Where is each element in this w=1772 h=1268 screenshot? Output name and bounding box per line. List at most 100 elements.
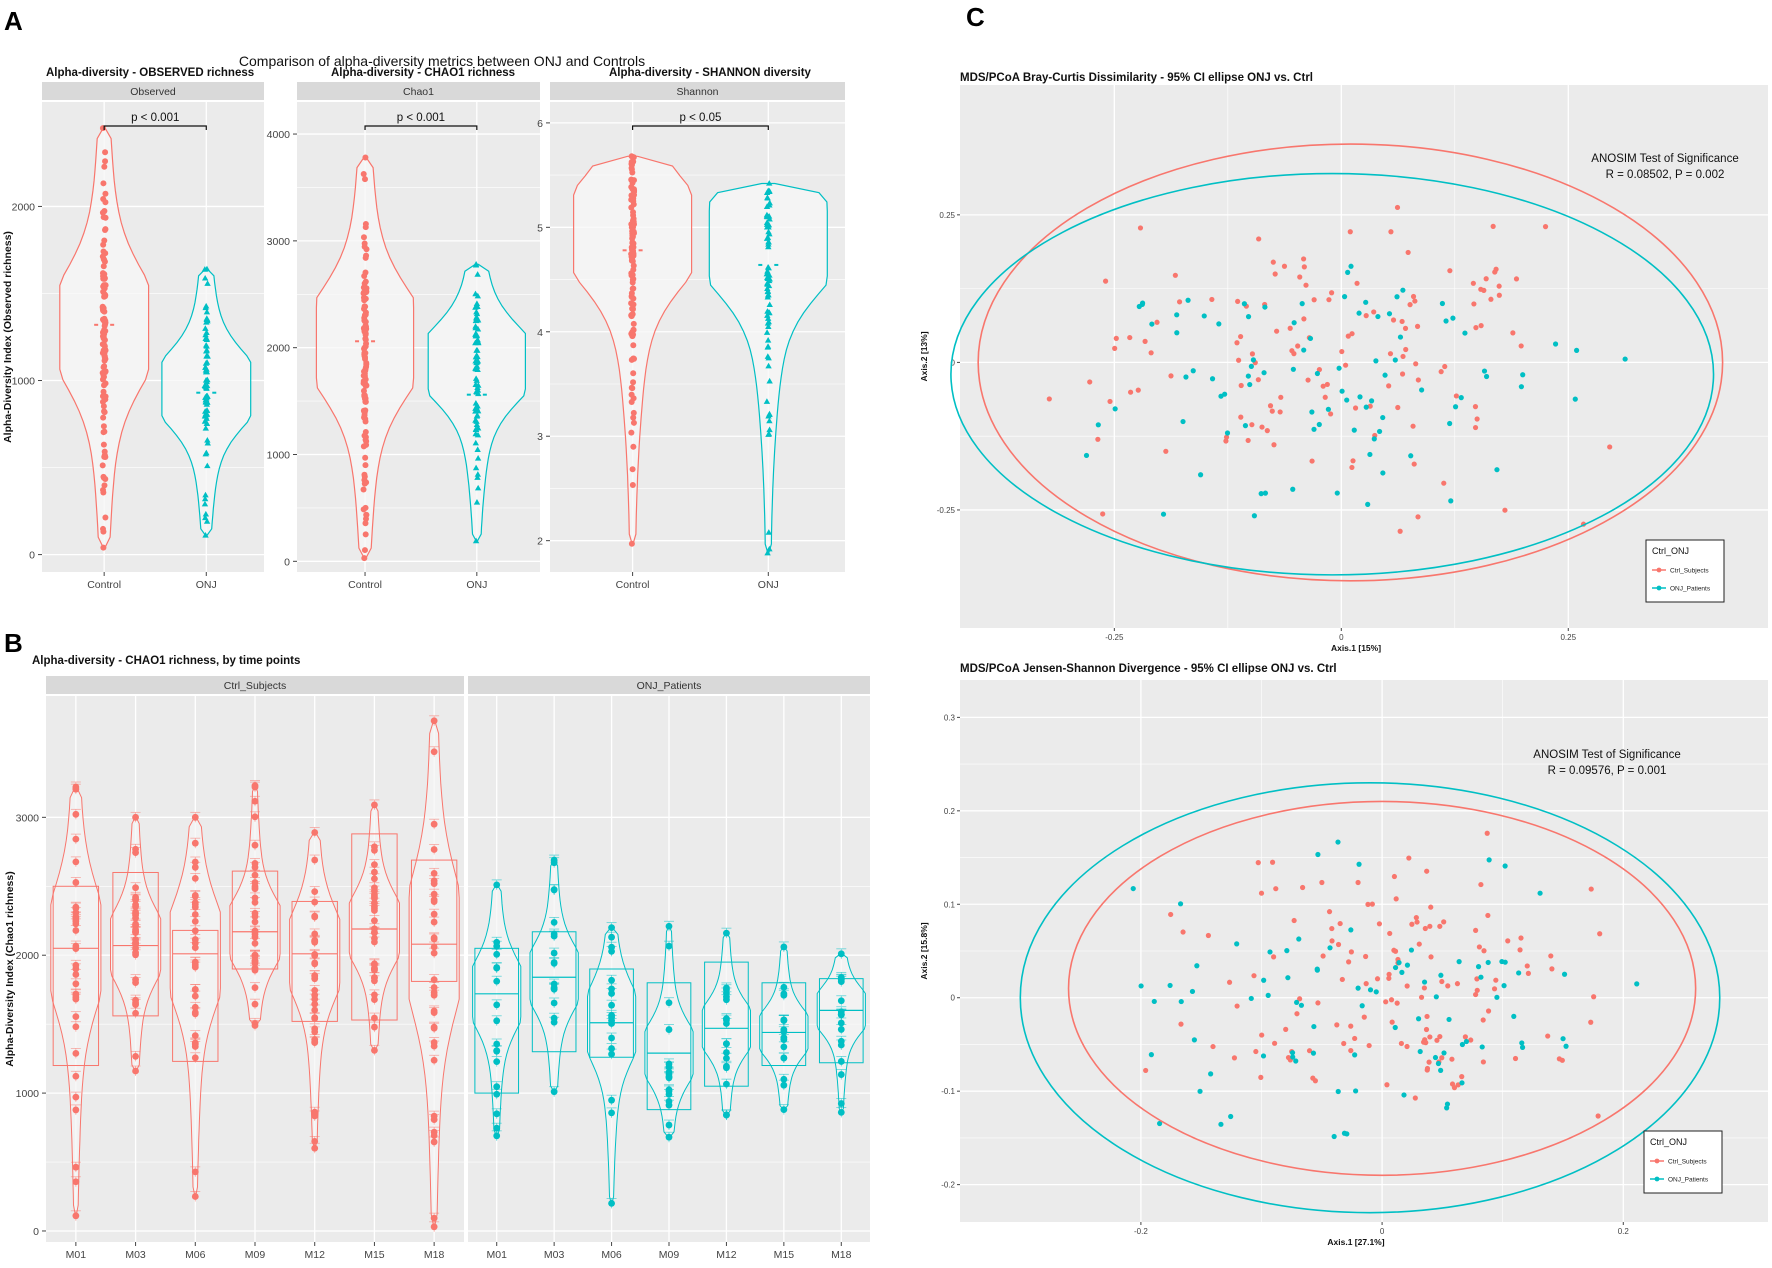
- data-point-ctrl-subjects: [1329, 938, 1335, 944]
- data-point-onj: [202, 367, 210, 373]
- data-point-onj: [202, 325, 209, 331]
- data-point: [780, 983, 788, 991]
- data-point-ctrl-subjects: [1416, 941, 1422, 947]
- data-point-onj-patients: [1392, 964, 1399, 971]
- data-point: [72, 1163, 80, 1171]
- data-point-ctrl-subjects: [1264, 428, 1270, 434]
- data-point-onj-patients: [1258, 491, 1264, 497]
- data-point-ctrl-subjects: [1258, 1074, 1264, 1080]
- data-point-ctrl-subjects: [1480, 1059, 1486, 1065]
- confidence-ellipse-onj-patients: [1019, 781, 1721, 1214]
- data-point-ctrl-subjects: [1328, 411, 1334, 417]
- data-point: [191, 892, 199, 900]
- data-point: [493, 964, 501, 972]
- data-point-onj: [202, 425, 209, 431]
- data-point-onj-patients: [1191, 1037, 1197, 1043]
- data-point-control: [99, 306, 106, 313]
- data-point: [132, 903, 139, 910]
- data-point-control: [362, 343, 369, 350]
- data-point-ctrl-subjects: [1238, 382, 1244, 389]
- data-point: [780, 943, 788, 951]
- data-point: [608, 1014, 615, 1021]
- data-point-ctrl-subjects: [1324, 381, 1330, 388]
- data-point: [430, 949, 438, 957]
- data-point-ctrl-subjects: [1236, 357, 1242, 363]
- data-point-ctrl-subjects: [1209, 296, 1215, 303]
- data-point-ctrl-subjects: [1478, 323, 1484, 329]
- data-point-control: [629, 332, 636, 339]
- data-point-onj: [202, 335, 209, 342]
- data-point: [191, 1003, 199, 1011]
- data-point-control: [629, 235, 636, 242]
- significance-bracket: [103, 125, 207, 130]
- data-point: [837, 1008, 845, 1016]
- data-point-onj-patients: [1373, 358, 1379, 364]
- data-point-ctrl-subjects: [1231, 1055, 1238, 1061]
- data-point-onj: [474, 431, 482, 438]
- data-point: [371, 861, 378, 869]
- data-point-ctrl-subjects: [1411, 461, 1417, 467]
- data-point: [371, 928, 378, 936]
- data-point-control: [361, 471, 368, 478]
- data-point-ctrl-subjects: [1238, 414, 1244, 420]
- data-point-control: [363, 511, 370, 518]
- data-point: [251, 813, 259, 821]
- data-point-ctrl-subjects: [1548, 953, 1554, 959]
- data-point-onj-patients: [1443, 318, 1449, 324]
- data-point-onj-patients: [1419, 387, 1425, 393]
- data-point: [837, 1058, 845, 1065]
- data-point-control: [363, 479, 370, 486]
- data-point-onj-patients: [1399, 969, 1405, 975]
- data-point-ctrl-subjects: [1588, 1019, 1594, 1025]
- data-point: [837, 950, 845, 958]
- data-point-ctrl-subjects: [1278, 394, 1284, 400]
- data-point-control: [630, 285, 637, 292]
- data-point: [191, 917, 199, 925]
- y-tick-label: 0: [951, 994, 956, 1003]
- data-point-onj-patients: [1511, 1013, 1517, 1019]
- data-point-onj: [202, 394, 209, 400]
- data-point-ctrl-subjects: [1339, 976, 1345, 983]
- data-point-onj-patients: [1396, 960, 1402, 966]
- data-point: [837, 978, 845, 985]
- data-point-control: [360, 486, 367, 493]
- data-point-control: [631, 355, 638, 362]
- data-point-onj: [201, 274, 209, 281]
- data-point-ctrl-subjects: [1459, 1074, 1465, 1080]
- data-point-onj-patients: [1376, 428, 1383, 435]
- data-point: [430, 1039, 438, 1046]
- data-point-ctrl-subjects: [1406, 855, 1412, 861]
- data-point: [251, 939, 259, 947]
- data-point-onj-patients: [1310, 1050, 1317, 1056]
- data-point-onj: [202, 410, 209, 417]
- data-point-ctrl-subjects: [1607, 444, 1613, 450]
- data-point-onj-patients: [1294, 999, 1300, 1006]
- y-tick-label: -0.25: [937, 506, 956, 515]
- data-point-control: [102, 346, 109, 353]
- data-point-onj-patients: [1478, 974, 1484, 980]
- data-point-onj-patients: [1285, 975, 1291, 981]
- data-point-control: [362, 269, 369, 276]
- y-tick-label: 2: [537, 536, 543, 548]
- data-point-ctrl-subjects: [1349, 464, 1355, 471]
- chart-title: MDS/PCoA Bray-Curtis Dissimilarity - 95%…: [960, 72, 1313, 84]
- data-point-control: [630, 342, 637, 349]
- data-point-onj-patients: [1415, 1016, 1422, 1022]
- panel-letter-c: C: [966, 2, 985, 32]
- data-point-onj: [204, 316, 211, 323]
- data-point-control: [99, 209, 106, 216]
- data-point-ctrl-subjects: [1297, 996, 1303, 1002]
- data-point-onj: [201, 418, 209, 424]
- data-point-onj: [472, 261, 480, 268]
- data-point-ctrl-subjects: [1462, 1034, 1468, 1040]
- data-point-ctrl-subjects: [1172, 272, 1178, 278]
- data-point: [251, 797, 259, 805]
- data-point-ctrl-subjects: [1388, 229, 1394, 235]
- x-tick-label: Control: [87, 579, 121, 591]
- data-point-ctrl-subjects: [1107, 398, 1113, 405]
- data-point: [251, 871, 259, 879]
- p-value-label: p < 0.001: [131, 112, 179, 124]
- data-point-onj-patients: [1438, 1067, 1444, 1073]
- data-point-ctrl-subjects: [1434, 1037, 1440, 1043]
- data-point: [430, 748, 438, 756]
